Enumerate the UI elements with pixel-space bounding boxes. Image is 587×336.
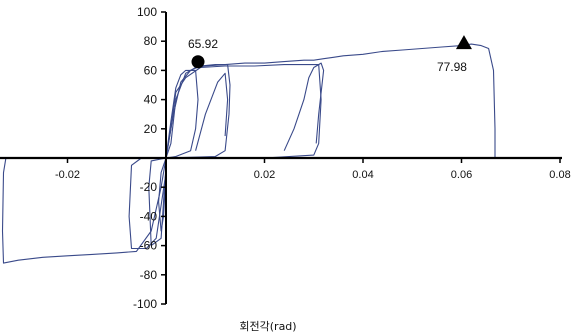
peak-circle-label: 65.92 (188, 37, 218, 51)
hysteresis-loop-6 (195, 72, 229, 151)
annotations: 65.92 77.98 (188, 35, 472, 74)
hysteresis-loop-3 (148, 64, 231, 247)
x-axis-label: 회전각(rad) (239, 320, 296, 333)
hysteresis-loop-1 (1, 43, 496, 264)
peak-circle-marker (191, 55, 205, 69)
y-tick-label: -20 (140, 180, 158, 194)
peak-triangle-label: 77.98 (437, 60, 467, 74)
tick-labels: 100 80 60 40 20 -20 -40 -60 -80 -100 -0.02 0.02 0.04… (55, 5, 571, 311)
y-tick-label: 80 (144, 34, 158, 48)
x-tick-label: 0.04 (352, 169, 373, 181)
y-tick-label: 40 (144, 93, 158, 107)
x-tick-label: 0.06 (451, 169, 472, 181)
peak-triangle-marker (455, 35, 472, 50)
axes (0, 12, 562, 304)
x-tick-label: -0.02 (55, 169, 80, 181)
y-tick-label: -80 (140, 268, 158, 282)
hysteresis-loop-4 (158, 69, 199, 232)
hysteresis-loop-5 (283, 62, 325, 151)
hysteresis-curves (1, 43, 496, 264)
y-tick-label: -40 (140, 209, 158, 223)
x-tick-label: 0.08 (549, 169, 570, 181)
y-tick-label: 20 (144, 122, 158, 136)
y-tick-label: -60 (140, 239, 158, 253)
y-tick-label: -100 (133, 297, 157, 311)
y-tick-label: 60 (144, 63, 158, 77)
x-tick-label: 0.02 (254, 169, 275, 181)
y-tick-label: 100 (137, 5, 157, 19)
